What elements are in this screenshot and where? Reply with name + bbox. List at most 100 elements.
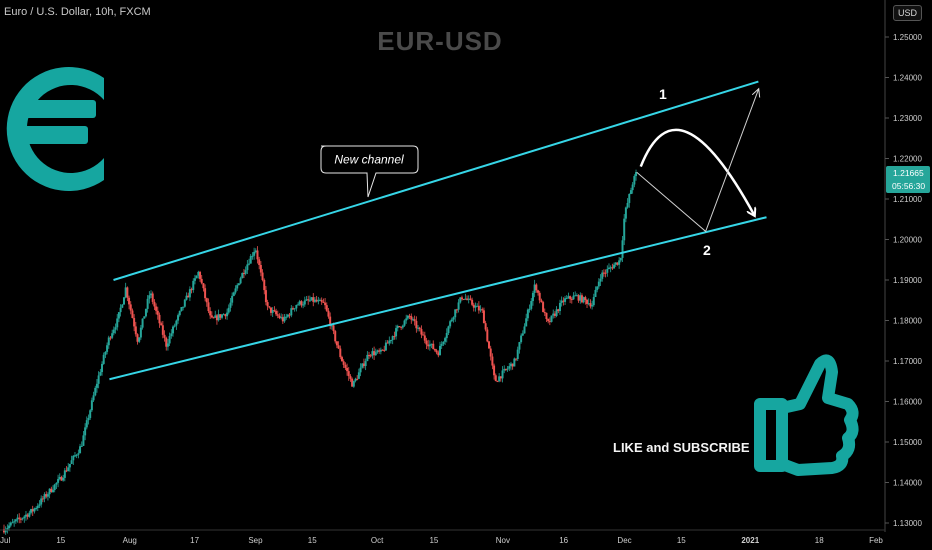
candle-down: [557, 309, 560, 312]
candle-up: [597, 281, 600, 287]
price-tick-label: 1.16000: [893, 398, 922, 407]
candle-down: [369, 355, 372, 357]
candle-up: [302, 304, 305, 306]
candle-down: [300, 301, 303, 306]
candle-down: [493, 365, 496, 376]
candle-down: [462, 299, 465, 301]
candle-up: [303, 300, 306, 305]
candle-up: [229, 302, 232, 308]
candle-up: [607, 267, 610, 269]
candle-down: [611, 267, 614, 269]
candle-up: [528, 308, 531, 310]
candle-down: [156, 310, 159, 315]
candle-up: [403, 320, 406, 326]
candle-down: [460, 297, 463, 300]
candle-up: [249, 256, 252, 264]
candle-up: [286, 314, 289, 317]
candle-down: [281, 317, 284, 322]
candle-down: [368, 354, 371, 356]
candle-down: [163, 334, 166, 338]
currency-button[interactable]: USD: [892, 5, 922, 21]
candle-up: [371, 351, 374, 356]
candle-down: [3, 529, 5, 533]
candle-down: [496, 381, 499, 383]
candle-down: [589, 303, 592, 307]
candle-up: [567, 296, 570, 298]
zigzag-projection-arrow[interactable]: [636, 90, 759, 233]
price-tick-label: 1.21000: [893, 195, 922, 204]
candle-down: [153, 301, 156, 307]
candle-down: [420, 329, 423, 335]
candle-down: [256, 250, 259, 260]
time-axis[interactable]: Jul 15 Aug 17 Sep 15 Oct 15 Nov 16 Dec 15 2021 18 Feb: [0, 536, 883, 545]
candle-down: [477, 305, 480, 311]
candle-down: [210, 315, 213, 318]
candle-up: [619, 257, 622, 261]
candle-up: [222, 314, 225, 316]
time-tick-label: 15: [429, 536, 438, 545]
candle-up: [72, 455, 75, 461]
candle-up: [374, 352, 377, 356]
candle-down: [31, 509, 34, 512]
price-tick-label: 1.23000: [893, 114, 922, 123]
candle-down: [515, 358, 518, 360]
candle-up: [388, 340, 391, 344]
candle-up: [99, 372, 102, 376]
price-axis[interactable]: 1.25000 1.24000 1.23000 1.22000 1.21000 1.200…: [885, 33, 922, 528]
candle-down: [134, 326, 137, 335]
candle-up: [591, 305, 594, 307]
candle-up: [21, 518, 24, 520]
candle-down: [577, 295, 580, 301]
candle-down: [204, 288, 207, 299]
candle-up: [30, 509, 33, 513]
candle-up: [77, 453, 80, 455]
curved-projection-arrow[interactable]: [639, 128, 755, 215]
candle-up: [251, 255, 254, 257]
time-tick-label: Oct: [371, 536, 384, 545]
candle-up: [560, 300, 563, 303]
candle-down: [535, 284, 538, 291]
candle-up: [67, 467, 70, 471]
candle-up: [241, 273, 244, 279]
candle-up: [450, 319, 453, 322]
candle-up: [43, 494, 46, 499]
time-tick-label: Nov: [496, 536, 510, 545]
candle-up: [102, 354, 105, 364]
candle-up: [232, 292, 235, 296]
candle-down: [207, 302, 210, 312]
time-tick-label: 2021: [741, 536, 759, 545]
candle-up: [253, 251, 256, 256]
candle-down: [270, 307, 273, 313]
candle-up: [293, 308, 296, 310]
candle-up: [46, 494, 49, 497]
candle-up: [364, 361, 367, 367]
candle-down: [158, 314, 161, 324]
candle-up: [92, 395, 95, 401]
candle-up: [236, 285, 239, 289]
candle-up: [117, 312, 120, 319]
candle-down: [422, 334, 425, 336]
candle-down: [413, 319, 416, 321]
candle-down: [562, 300, 565, 302]
channel-lower-line[interactable]: [109, 216, 767, 381]
candle-down: [242, 273, 245, 275]
candle-up: [63, 470, 66, 478]
candle-down: [542, 302, 545, 313]
channel-upper-line[interactable]: [113, 80, 759, 281]
candle-down: [266, 302, 269, 307]
candle-down: [276, 314, 279, 316]
candle-down: [616, 262, 619, 265]
candle-up: [525, 318, 528, 327]
candle-up: [635, 172, 638, 177]
candle-up: [52, 490, 55, 492]
candle-up: [237, 283, 240, 286]
candle-up: [552, 313, 555, 316]
candle-up: [396, 326, 399, 329]
candle-up: [62, 477, 65, 481]
candle-down: [18, 517, 21, 519]
candle-up: [227, 307, 230, 313]
candle-down: [264, 290, 267, 303]
candle-up: [68, 463, 71, 468]
candle-down: [499, 376, 502, 379]
